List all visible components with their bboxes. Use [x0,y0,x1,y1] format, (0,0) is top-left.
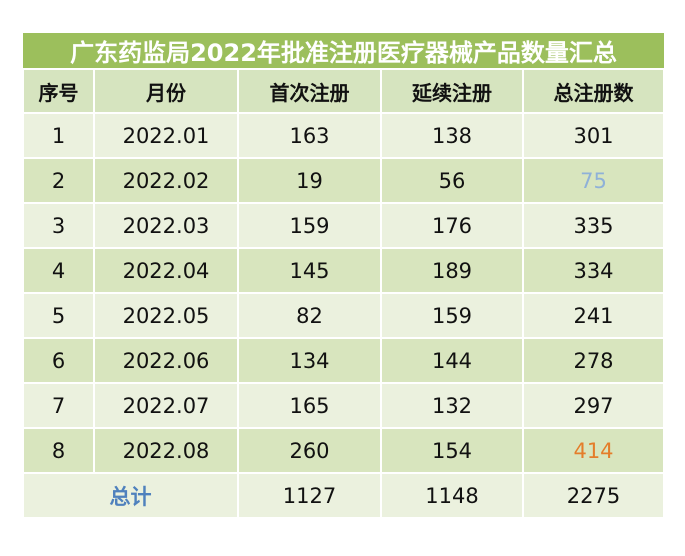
cell-index: 3 [22,202,95,249]
cell-index: 8 [22,427,95,474]
cell-index: 7 [22,382,95,429]
table-row: 2 2022.02 19 56 75 [22,157,665,204]
cell-first: 134 [237,337,382,384]
header-renewal-registration: 延续注册 [380,68,524,114]
total-first: 1127 [237,472,382,519]
table-row: 4 2022.04 145 189 334 [22,247,665,294]
cell-total: 75 [522,157,665,204]
cell-first: 260 [237,427,382,474]
cell-renewal: 189 [380,247,524,294]
cell-month: 2022.08 [93,427,239,474]
cell-index: 5 [22,292,95,339]
table-title-row: 广东药监局2022年批准注册医疗器械产品数量汇总 [23,33,664,70]
cell-total: 335 [522,202,665,249]
cell-first: 159 [237,202,382,249]
cell-total: 301 [522,112,665,159]
table-row: 5 2022.05 82 159 241 [22,292,665,339]
cell-index: 1 [22,112,95,159]
table-row: 1 2022.01 163 138 301 [22,112,665,159]
cell-total: 414 [522,427,665,474]
cell-index: 4 [22,247,95,294]
total-row: 总计 1127 1148 2275 [22,472,665,519]
cell-first: 19 [237,157,382,204]
cell-total: 334 [522,247,665,294]
registration-summary-table: 广东药监局2022年批准注册医疗器械产品数量汇总 序号 月份 首次注册 延续注册… [22,33,665,519]
header-index: 序号 [22,68,95,114]
total-renewal: 1148 [380,472,524,519]
cell-month: 2022.03 [93,202,239,249]
cell-month: 2022.01 [93,112,239,159]
header-total-registrations: 总注册数 [522,68,665,114]
table-row: 6 2022.06 134 144 278 [22,337,665,384]
cell-renewal: 138 [380,112,524,159]
cell-month: 2022.07 [93,382,239,429]
cell-renewal: 176 [380,202,524,249]
total-sum: 2275 [522,472,665,519]
cell-renewal: 144 [380,337,524,384]
cell-index: 6 [22,337,95,384]
cell-first: 163 [237,112,382,159]
cell-index: 2 [22,157,95,204]
cell-total: 278 [522,337,665,384]
table-row: 7 2022.07 165 132 297 [22,382,665,429]
header-first-registration: 首次注册 [237,68,382,114]
cell-renewal: 56 [380,157,524,204]
cell-renewal: 154 [380,427,524,474]
cell-first: 145 [237,247,382,294]
table-row: 8 2022.08 260 154 414 [22,427,665,474]
cell-renewal: 132 [380,382,524,429]
cell-first: 82 [237,292,382,339]
table-title: 广东药监局2022年批准注册医疗器械产品数量汇总 [23,33,664,70]
cell-month: 2022.04 [93,247,239,294]
cell-first: 165 [237,382,382,429]
cell-month: 2022.06 [93,337,239,384]
cell-month: 2022.02 [93,157,239,204]
table-row: 3 2022.03 159 176 335 [22,202,665,249]
cell-renewal: 159 [380,292,524,339]
header-month: 月份 [93,68,239,114]
header-row: 序号 月份 首次注册 延续注册 总注册数 [22,68,665,114]
cell-month: 2022.05 [93,292,239,339]
cell-total: 297 [522,382,665,429]
total-label: 总计 [22,472,239,519]
cell-total: 241 [522,292,665,339]
